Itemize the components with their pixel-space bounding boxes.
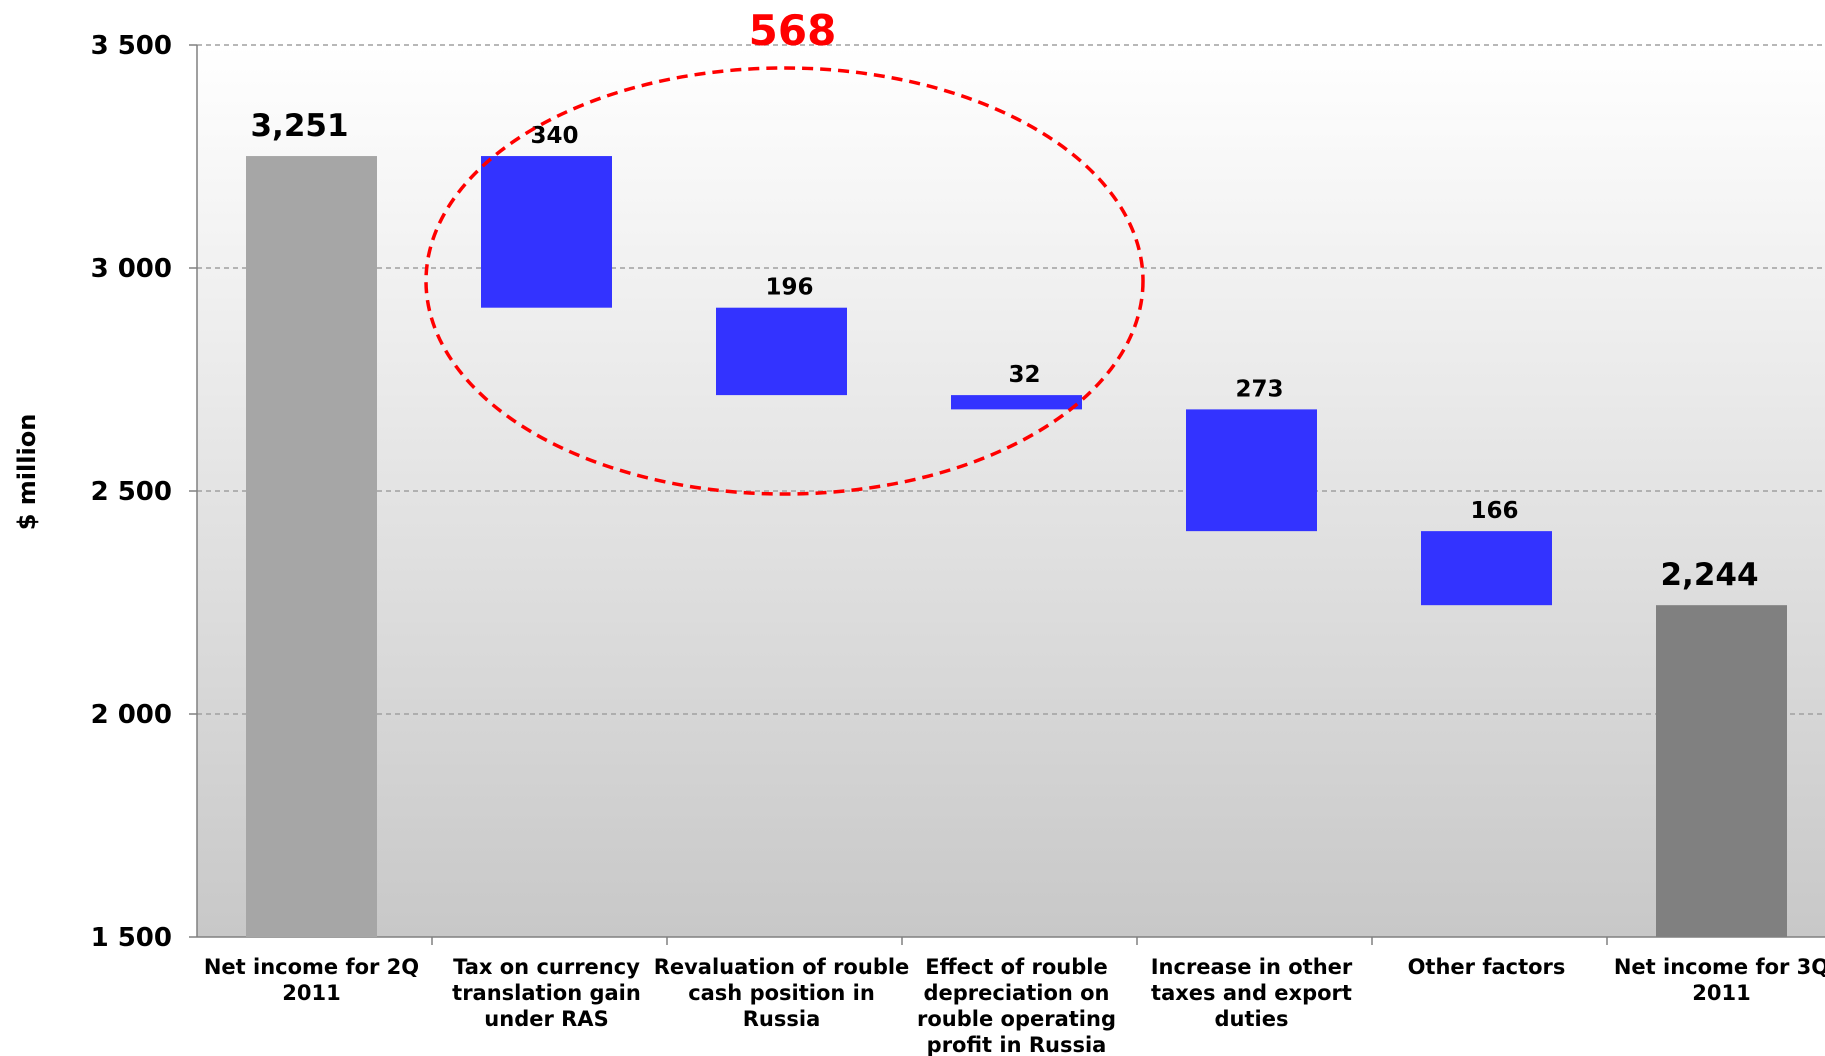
category-label-line: Increase in other bbox=[1151, 955, 1353, 979]
value-label: 32 bbox=[1008, 362, 1040, 388]
category-label-line: under RAS bbox=[484, 1007, 608, 1031]
value-label: 2,244 bbox=[1660, 557, 1758, 593]
category-label-line: profit in Russia bbox=[927, 1033, 1107, 1056]
category-label-line: Other factors bbox=[1408, 955, 1566, 979]
gridlines bbox=[189, 44, 1825, 938]
category-label: Net income for 2Q 2011 bbox=[204, 955, 419, 1005]
annotation-label: 568 bbox=[749, 6, 837, 55]
category-label-line: Net income for 3Q bbox=[1614, 955, 1825, 979]
bars bbox=[246, 156, 1787, 937]
annotation-ellipse bbox=[424, 66, 1145, 496]
category-label-line: depreciation on bbox=[923, 981, 1109, 1005]
category-label: Revaluation of rouble cash position in Rus… bbox=[654, 955, 910, 1031]
category-label: Net income for 3Q 2011 bbox=[1614, 955, 1825, 1005]
y-tick-label: 1 500 bbox=[91, 923, 172, 953]
y-tick-label: 3 000 bbox=[91, 254, 172, 284]
category-label-line: Tax on currency bbox=[453, 955, 640, 979]
decrease-bar bbox=[951, 395, 1082, 410]
category-label: Tax on currency translation gain under RAS bbox=[452, 955, 641, 1031]
decrease-bar bbox=[481, 156, 612, 308]
axes bbox=[196, 45, 1825, 938]
category-label: Effect of rouble depreciation on rouble op… bbox=[917, 955, 1116, 1056]
category-label-line: Net income for 2Q bbox=[204, 955, 419, 979]
value-label: 166 bbox=[1470, 498, 1518, 524]
category-label-line: Revaluation of rouble bbox=[654, 955, 910, 979]
category-label-line: 2011 bbox=[282, 981, 340, 1005]
value-labels: 3,251 340 196 32 273 166 2,244 bbox=[250, 108, 1758, 593]
category-label-line: translation gain bbox=[452, 981, 641, 1005]
category-label-line: Russia bbox=[743, 1007, 821, 1031]
decrease-bar bbox=[1186, 409, 1317, 532]
y-tick-labels: 1 500 2 000 2 500 3 000 3 500 bbox=[91, 31, 172, 953]
category-label-line: taxes and export bbox=[1151, 981, 1352, 1005]
category-label-line: duties bbox=[1215, 1007, 1289, 1031]
value-label: 3,251 bbox=[250, 108, 348, 144]
value-label: 273 bbox=[1235, 376, 1283, 402]
category-label-line: cash position in bbox=[688, 981, 875, 1005]
category-label: Other factors bbox=[1408, 955, 1566, 979]
category-label-line: rouble operating bbox=[917, 1007, 1116, 1031]
decrease-bar bbox=[716, 307, 847, 396]
category-label-line: 2011 bbox=[1692, 981, 1750, 1005]
y-axis-label: $ million bbox=[13, 414, 41, 531]
y-tick-label: 3 500 bbox=[91, 31, 172, 61]
total-bar bbox=[1656, 605, 1787, 937]
y-tick-label: 2 500 bbox=[91, 477, 172, 507]
decrease-bar bbox=[1421, 531, 1552, 606]
category-label: Increase in other taxes and export duties bbox=[1151, 955, 1353, 1031]
category-label-line: Effect of rouble bbox=[925, 955, 1107, 979]
value-label: 340 bbox=[530, 123, 578, 149]
y-tick-label: 2 000 bbox=[91, 700, 172, 730]
total-bar bbox=[246, 156, 377, 937]
value-label: 196 bbox=[765, 275, 813, 301]
x-tick-marks bbox=[431, 937, 1608, 945]
